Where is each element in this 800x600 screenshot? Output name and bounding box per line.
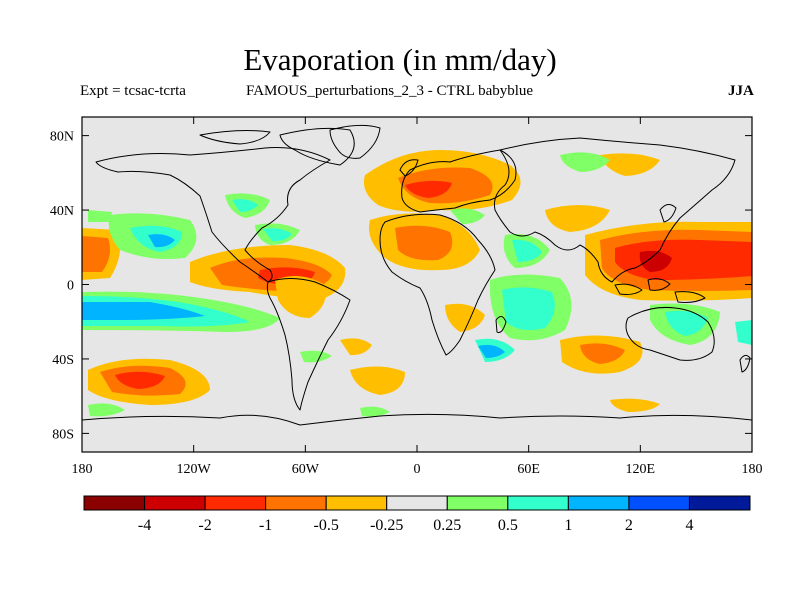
lon-tick-label: 120E (626, 462, 656, 477)
lon-tick-label: 0 (414, 462, 421, 477)
colorbar-label: -1 (259, 517, 272, 534)
positive-anomalies (82, 152, 752, 417)
colorbar-label: 4 (685, 517, 693, 534)
coastlines (82, 124, 752, 426)
lon-tick-label: 180 (72, 462, 93, 477)
colorbar-swatch (144, 495, 206, 511)
colorbar-swatch (83, 495, 146, 511)
colorbar-label: 1 (564, 517, 572, 534)
colorbar-swatch (386, 495, 448, 511)
colorbar-swatch (265, 495, 327, 511)
lat-tick-label: 40S (52, 353, 74, 368)
experiment-label: Expt = tcsac-tcrta (80, 83, 186, 99)
colorbar-label: -2 (198, 517, 211, 534)
lon-tick-label: 60E (517, 462, 540, 477)
colorbar-swatch (204, 495, 267, 511)
lon-tick-label: 120W (177, 462, 212, 477)
lat-tick-label: 80S (52, 427, 74, 442)
colorbar-label: -0.5 (314, 517, 339, 534)
colorbar-label: 0.5 (498, 517, 518, 534)
negative-anomalies (82, 150, 752, 412)
colorbar-label: 0.25 (433, 517, 461, 534)
colorbar-swatch (446, 495, 509, 511)
latitude-axis: 80N 40N 0 40S 80S (50, 130, 752, 442)
comparison-label: FAMOUS_perturbations_2_3 - CTRL babyblue (246, 83, 534, 99)
colorbar-swatch (628, 495, 690, 511)
colorbar-label: -4 (138, 517, 151, 534)
anomaly-field (82, 150, 752, 417)
colorbar-swatch (688, 495, 751, 511)
colorbar-label: 2 (625, 517, 633, 534)
longitude-axis: 180 120W 60W 0 60E 120E 180 (72, 117, 763, 477)
colorbar-swatch (325, 495, 388, 511)
chart-title: Evaporation (in mm/day) (243, 42, 557, 77)
lat-tick-label: 0 (67, 279, 74, 294)
colorbar: -4 -2 -1 -0.5 -0.25 0.25 0.5 1 2 4 (83, 495, 751, 534)
colorbar-swatch (567, 495, 630, 511)
colorbar-label: -0.25 (370, 517, 403, 534)
lat-tick-label: 40N (50, 204, 74, 219)
season-label: JJA (728, 83, 754, 99)
lon-tick-label: 180 (742, 462, 763, 477)
colorbar-swatch (507, 495, 569, 511)
lat-tick-label: 80N (50, 130, 74, 145)
lon-tick-label: 60W (292, 462, 320, 477)
